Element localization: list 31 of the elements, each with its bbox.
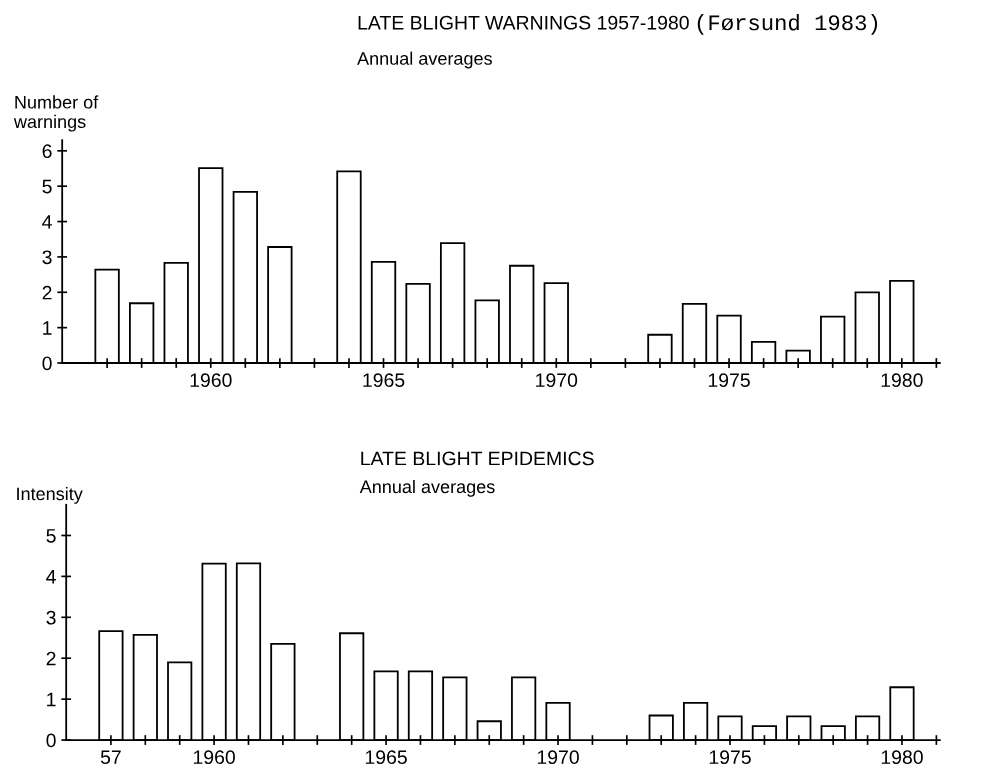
x-tick-label: 1970 bbox=[537, 750, 579, 765]
y-tick-label: 5 bbox=[42, 179, 52, 194]
x-tick-label: 1965 bbox=[365, 750, 407, 765]
chart-subtitle: Annual averages bbox=[359, 479, 495, 497]
x-tick-label: 57 bbox=[100, 750, 121, 765]
y-tick-label: 4 bbox=[42, 215, 52, 229]
x-tick-label: 1960 bbox=[193, 750, 235, 765]
y-tick-label: 3 bbox=[42, 250, 52, 265]
x-tick-label: 1975 bbox=[709, 750, 751, 765]
chart-title: LATE BLIGHT WARNINGS 1957-1980 bbox=[358, 15, 689, 30]
y-tick-label: 2 bbox=[46, 651, 56, 666]
x-tick-label: 1980 bbox=[881, 750, 923, 765]
y-tick-label: 1 bbox=[47, 692, 56, 707]
y-tick-label: 6 bbox=[42, 144, 52, 159]
chart-title: LATE BLIGHT EPIDEMICS bbox=[361, 451, 594, 466]
chart-subtitle: Annual averages bbox=[357, 51, 492, 69]
x-tick-label: 1960 bbox=[190, 373, 232, 388]
x-tick-label: 1965 bbox=[363, 373, 405, 388]
x-tick-label: 1975 bbox=[708, 373, 750, 388]
y-tick-label: 3 bbox=[46, 610, 56, 625]
y-axis-title: Intensity bbox=[17, 486, 83, 504]
y-tick-label: 2 bbox=[42, 285, 52, 300]
text: (Førsund 1983) bbox=[697, 14, 878, 35]
y-tick-label: 0 bbox=[42, 356, 52, 371]
y-tick-label: 5 bbox=[46, 529, 56, 543]
x-tick-label: 1970 bbox=[536, 373, 578, 388]
y-tick-label: 4 bbox=[46, 570, 56, 584]
y-axis-title: Number of warnings bbox=[13, 95, 99, 132]
x-tick-label: 1980 bbox=[881, 373, 923, 388]
y-tick-label: 0 bbox=[46, 733, 56, 748]
y-tick-label: 1 bbox=[43, 321, 52, 335]
